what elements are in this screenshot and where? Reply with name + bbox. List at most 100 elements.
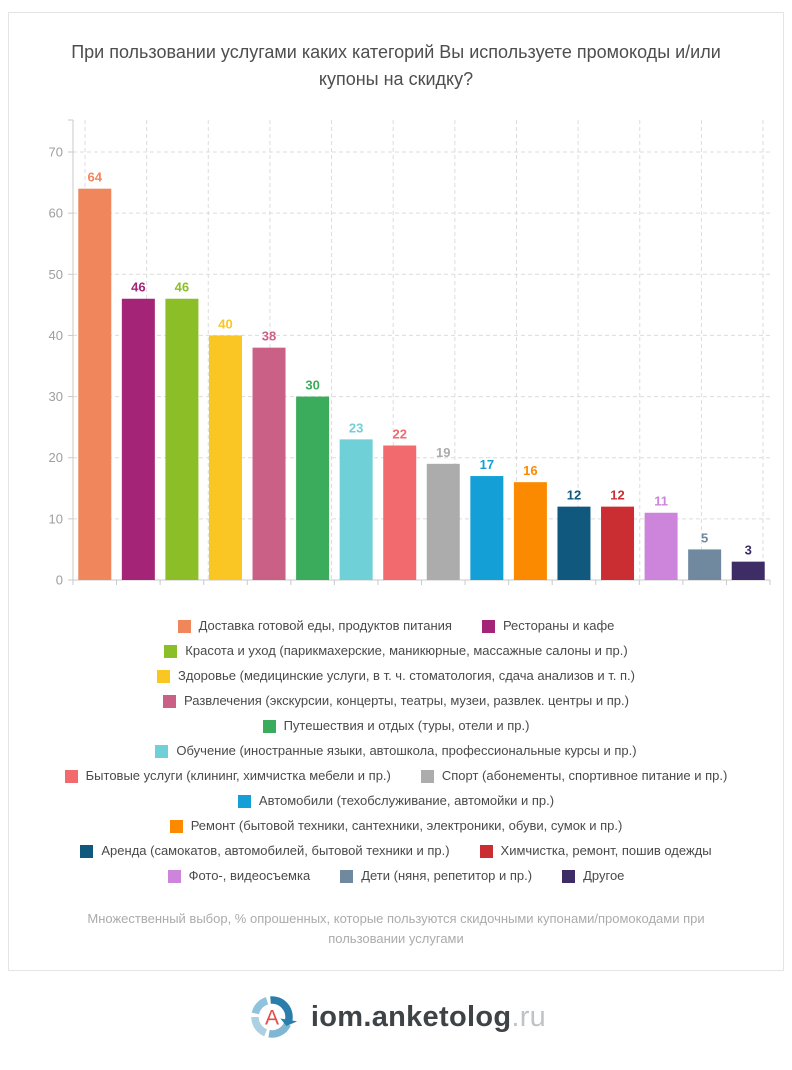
legend-swatch [420,769,434,783]
legend-label: Спорт (абонементы, спортивное питание и … [441,768,728,783]
chart-title: При пользовании услугами каких категорий… [71,42,721,89]
legend-label: Бытовые услуги (клининг, химчистка мебел… [85,768,391,783]
legend-item: Доставка готовой еды, продуктов питания [177,618,452,633]
svg-text:A: A [265,1007,279,1030]
legend-item: Аренда (самокатов, автомобилей, бытовой … [80,843,450,858]
legend-swatch [167,869,181,883]
legend-label: Фото-, видеосъемка [188,868,311,883]
bar-value-label: 19 [436,445,450,460]
bar [470,476,504,580]
legend-label: Обучение (иностранные языки, автошкола, … [176,743,637,758]
bar-value-label: 11 [654,494,668,509]
legend-swatch [177,619,191,633]
legend-swatch [237,794,251,808]
anketolog-logo[interactable]: A iom.anketolog.ru [246,991,546,1043]
legend-item: Бытовые услуги (клининг, химчистка мебел… [64,768,391,783]
bar [121,298,155,580]
svg-text:50: 50 [49,267,63,282]
bar-value-label: 30 [305,378,319,393]
bar [252,347,286,580]
bar-value-label: 46 [131,280,145,295]
bar [601,506,635,580]
bar [426,463,460,580]
bar-value-label: 5 [701,530,708,545]
bar [644,512,678,580]
bar [78,188,112,580]
legend-item: Рестораны и кафе [481,618,615,633]
bar-value-label: 23 [349,420,363,435]
legend-swatch [155,744,169,758]
anketolog-logo-text: iom.anketolog.ru [310,1000,547,1033]
legend-swatch [479,844,493,858]
legend-item: Развлечения (экскурсии, концерты, театры… [163,694,629,708]
legend-swatch [340,869,354,883]
chart-footnote: Множественный выбор, % опрошенных, котор… [87,911,705,946]
bar [731,561,765,580]
chart-card: При пользовании услугами каких категорий… [8,12,784,971]
bar [165,298,199,580]
legend-label: Развлечения (экскурсии, концерты, театры… [184,693,629,708]
page-footer: A iom.anketolog.ru [0,991,792,1043]
legend-item: Ремонт (бытовой техники, сантехники, эле… [169,818,623,833]
bar [513,482,547,580]
bar-value-label: 46 [175,280,189,295]
bar-value-label: 16 [523,463,537,478]
legend-label: Красота и уход (парикмахерские, маникюрн… [185,643,628,658]
bar [339,439,373,580]
svg-text:40: 40 [49,328,63,343]
svg-text:10: 10 [49,511,63,526]
svg-text:60: 60 [49,206,63,221]
legend-label: Здоровье (медицинские услуги, в т. ч. ст… [178,668,635,683]
legend-item: Обучение (иностранные языки, автошкола, … [155,743,637,758]
legend-item: Красота и уход (парикмахерские, маникюрн… [164,643,628,658]
legend-item: Фото-, видеосъемка [167,868,311,883]
legend-label: Аренда (самокатов, автомобилей, бытовой … [101,843,450,858]
bar-value-label: 17 [480,457,494,472]
legend-swatch [481,619,495,633]
bar-value-label: 40 [218,316,232,331]
legend-swatch [163,694,177,708]
legend-label: Другое [583,868,625,883]
legend-swatch [64,769,78,783]
bar-value-label: 3 [745,543,752,558]
legend-item: Дети (няня, репетитор и пр.) [340,869,532,883]
legend-label: Химчистка, ремонт, пошив одежды [500,843,712,858]
bar-value-label: 64 [88,170,103,185]
promo-categories-bar-chart: 0 10 20 30 40 50 60 70 64 46 46 40 38 30 23 22 19 17 16 12 1… [49,119,771,588]
legend-swatch [262,719,276,733]
svg-text:70: 70 [49,145,63,160]
legend-swatch [164,644,178,658]
bar-value-label: 12 [610,488,624,503]
legend-label: Путешествия и отдых (туры, отели и пр.) [283,718,530,733]
legend-item: Спорт (абонементы, спортивное питание и … [420,768,728,783]
legend-label: Автомобили (техобслуживание, автомойки и… [258,793,555,808]
legend-label: Ремонт (бытовой техники, сантехники, эле… [190,818,623,833]
svg-text:30: 30 [49,389,63,404]
legend-item: Химчистка, ремонт, пошив одежды [479,843,712,858]
bar [557,506,591,580]
bar [383,445,417,580]
legend-swatch [169,819,183,833]
legend-label: Рестораны и кафе [502,618,615,633]
svg-text:0: 0 [56,573,63,588]
bar [296,396,330,580]
legend-swatch [562,869,576,883]
bar-value-label: 38 [262,329,276,344]
bar [208,335,242,580]
chart-legend: Доставка готовой еды, продуктов питания Р… [48,619,744,883]
bar [688,549,722,580]
legend-swatch [80,844,94,858]
legend-item: Путешествия и отдых (туры, отели и пр.) [262,718,530,733]
bar-value-label: 22 [392,426,406,441]
legend-label: Дети (няня, репетитор и пр.) [361,868,533,883]
legend-item: Автомобили (техобслуживание, автомойки и… [237,793,555,808]
legend-item: Здоровье (медицинские услуги, в т. ч. ст… [157,669,635,683]
anketolog-logo-icon: A [251,996,297,1038]
y-axis: 0 10 20 30 40 50 60 70 [49,145,770,588]
legend-item: Другое [562,869,624,883]
bars: 64 46 46 40 38 30 23 22 19 17 16 12 12 11 5 3 [78,170,765,580]
legend-label: Доставка готовой еды, продуктов питания [198,618,452,633]
bar-value-label: 12 [567,488,581,503]
legend-swatch [157,669,170,683]
svg-text:20: 20 [49,450,63,465]
